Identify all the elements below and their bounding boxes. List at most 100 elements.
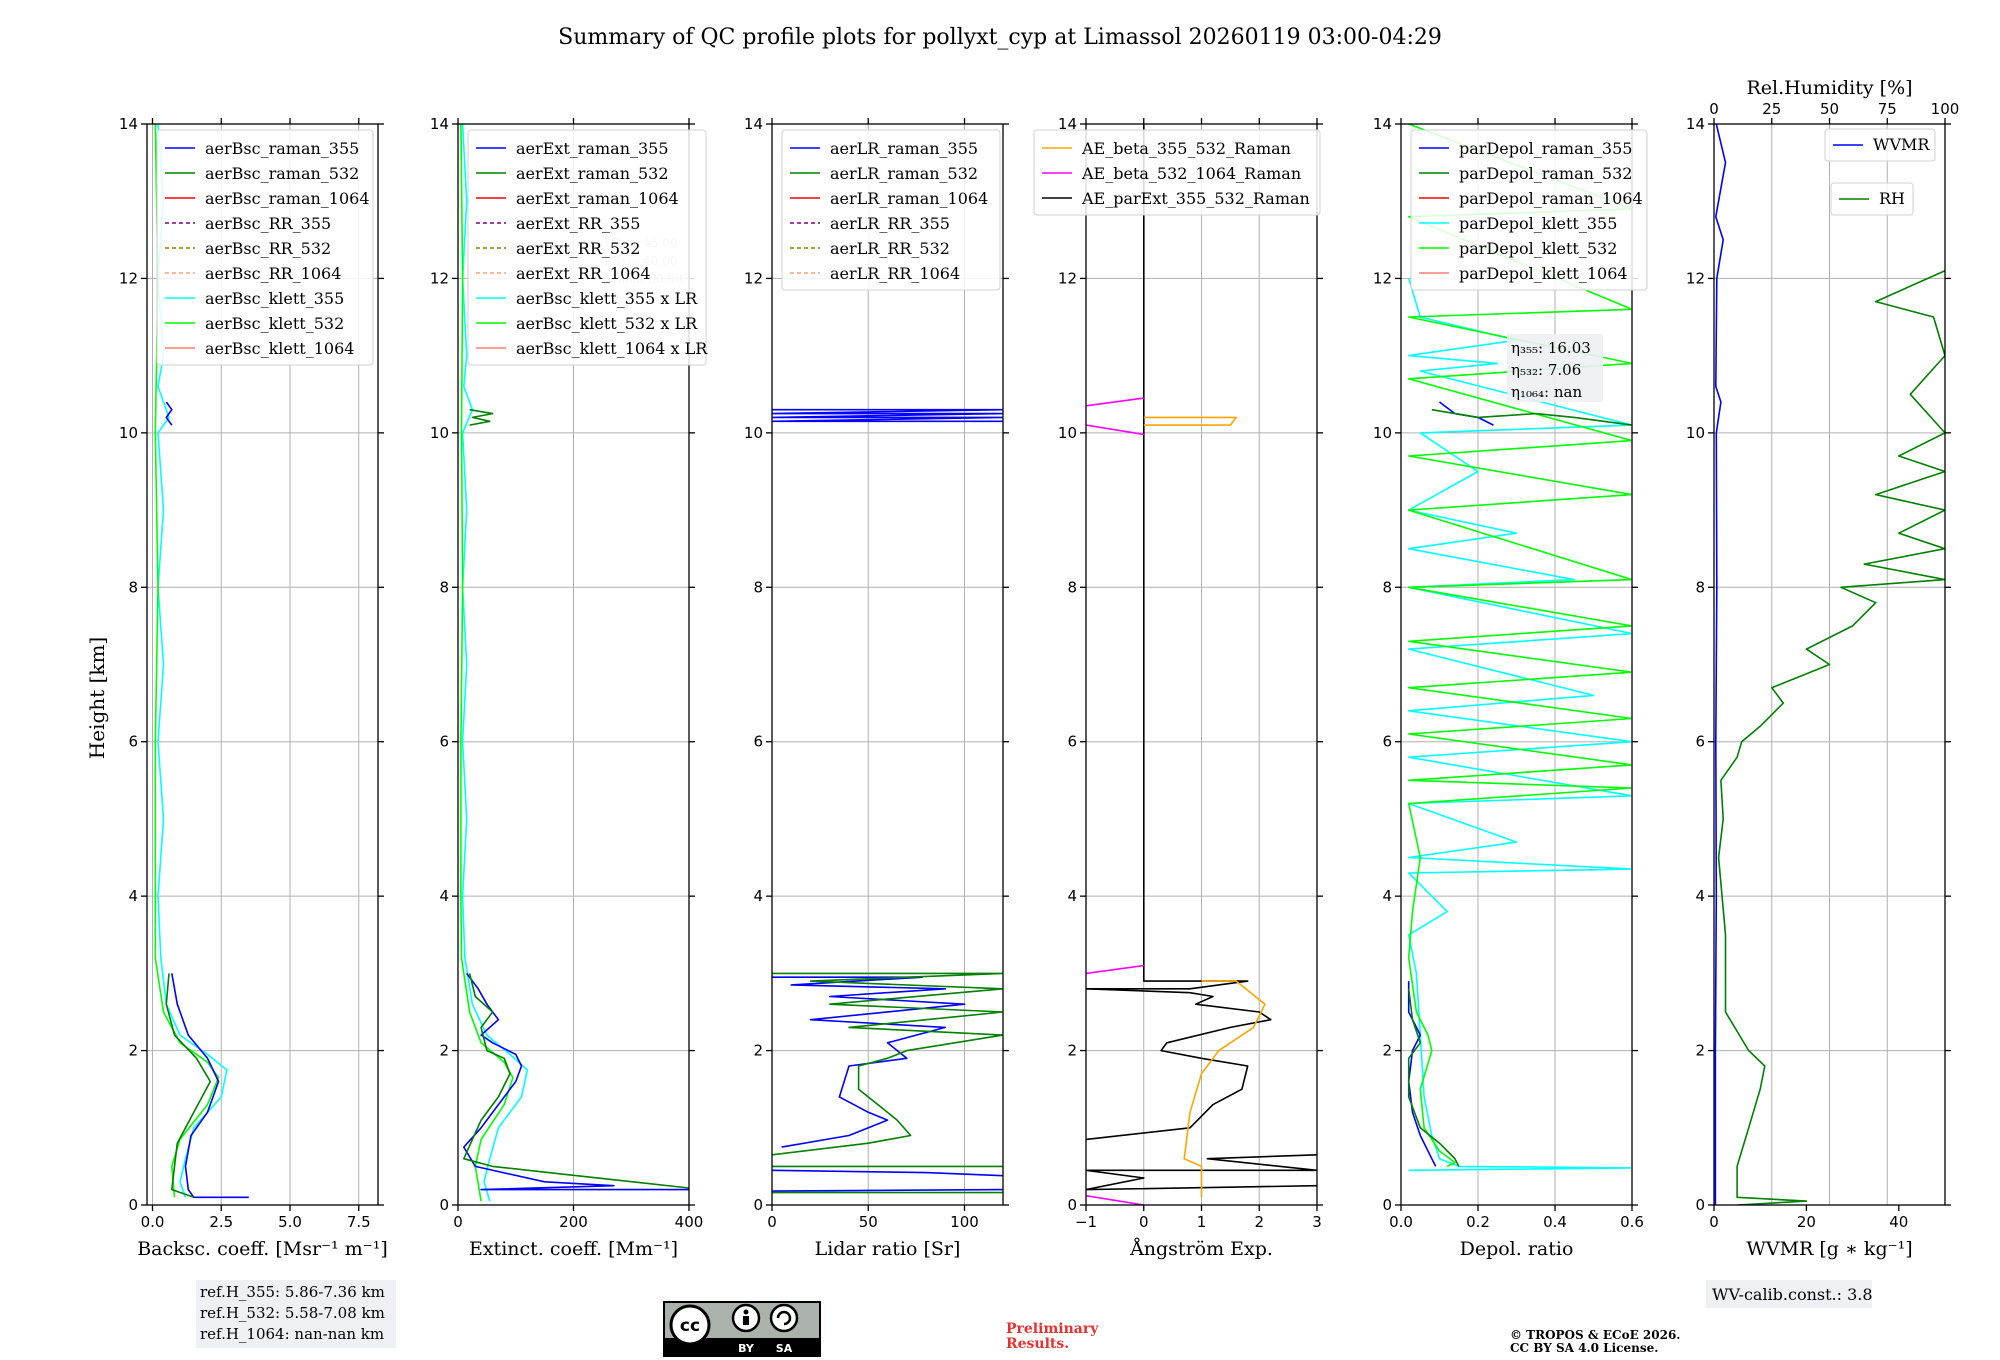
series-line-pardepol-raman-532 [1431,408,1632,426]
x-tick-label: 0.0 [141,1213,165,1231]
y-tick-label: 0 [1067,1196,1077,1214]
legend-label: parDepol_klett_355 [1459,214,1617,233]
series-line-aerlr-raman-532 [772,972,1003,1156]
x-tick-label: 0 [1139,1213,1149,1231]
legend-label: aerLR_raman_1064 [830,189,988,208]
series-line-aerbsc-klett-355-x-lr [461,124,529,1202]
legend-label: aerExt_RR_1064 [516,264,651,283]
figure-title: Summary of QC profile plots for pollyxt_… [558,25,1442,50]
legend-label: aerBsc_RR_1064 [205,264,341,283]
top-x-tick-label: 100 [1931,100,1960,118]
eta-box [1507,334,1603,402]
x-tick-label: 200 [559,1213,588,1231]
x-tick-label: 20 [1797,1213,1816,1231]
preliminary-line-1: Preliminary [1006,1321,1099,1337]
y-tick-label: 10 [1686,424,1705,442]
y-tick-label: 6 [753,733,763,751]
y-tick-label: 14 [1373,115,1392,133]
y-axis-label: Height [km] [85,637,109,759]
series-group [460,124,689,1202]
copyright-line-2: CC BY SA 4.0 License. [1510,1341,1658,1355]
legend-label: aerLR_raman_532 [830,164,978,183]
y-tick-label: 2 [1695,1042,1705,1060]
series-group [1714,124,1945,1205]
legend-label: WVMR [1873,135,1930,154]
by-label: BY [738,1342,755,1355]
x-tick-label: 0 [1709,1213,1719,1231]
y-tick-label: 0 [1382,1196,1392,1214]
y-tick-label: 12 [1058,269,1077,287]
top-x-tick-label: 0 [1709,100,1719,118]
series-line-pardepol-raman-532 [1407,988,1460,1167]
x-tick-label: 2.5 [209,1213,233,1231]
y-tick-label: 2 [439,1042,449,1060]
y-tick-label: 4 [753,887,763,905]
legend-label: aerBsc_klett_1064 [205,339,354,358]
legend-label: parDepol_raman_355 [1459,139,1632,158]
legend-label: aerLR_RR_355 [830,214,950,233]
x-axis-label: Extinct. coeff. [Mm⁻¹] [469,1238,678,1260]
y-tick-label: 2 [753,1042,763,1060]
series-line-pardepol-raman-355 [1439,401,1494,426]
y-tick-label: 8 [753,578,763,596]
legend-label: aerBsc_raman_355 [205,139,359,158]
y-tick-label: 10 [744,424,763,442]
y-tick-label: 2 [1382,1042,1392,1060]
top-x-tick-label: 50 [1820,100,1839,118]
axes-frame [146,123,379,1206]
legend-label: aerLR_raman_355 [830,139,978,158]
series-line-aerbsc-raman-355 [165,401,173,426]
series-line-aerbsc-raman-532 [165,973,212,1199]
panel-ext: 0 2 4 6 8 10 12 14 0 200 400 Extinct. coeff. [Mm⁻¹]… [430,115,708,1260]
y-tick-label: 6 [1067,733,1077,751]
y-tick-label: 6 [1695,733,1705,751]
cc-text: cc [680,1316,700,1336]
y-tick-label: 8 [1067,578,1077,596]
x-axis-label: Backsc. coeff. [Msr⁻¹ m⁻¹] [137,1238,388,1260]
x-tick-label: 3 [1312,1213,1322,1231]
x-tick-label: 400 [675,1213,704,1231]
series-group [772,408,1003,1194]
y-tick-label: 14 [119,115,138,133]
x-axis-label: Depol. ratio [1460,1238,1574,1260]
y-tick-label: 12 [430,269,449,287]
legend-label: aerBsc_klett_355 x LR [516,289,698,308]
y-tick-label: 0 [439,1196,449,1214]
ref-h-355: ref.H_355: 5.86-7.36 km [200,1283,385,1301]
wv-calib-box: WV-calib.const.: 3.8 [1706,1280,1873,1308]
ref-h-532: ref.H_532: 5.58-7.08 km [200,1304,385,1322]
wv-calib-label: WV-calib.const.: 3.8 [1712,1285,1873,1304]
legend-label: aerBsc_klett_1064 x LR [516,339,708,358]
series-line-aerext-raman-355 [462,972,689,1191]
series-group [154,124,249,1199]
x-tick-label: 0.2 [1466,1213,1490,1231]
x-axis-label: Ångström Exp. [1129,1238,1273,1260]
series-line-aerext-raman-532 [462,973,689,1189]
axes-frame [1400,123,1633,1206]
y-tick-label: 4 [1695,887,1705,905]
sa-icon [769,1303,799,1333]
legend-label: AE_beta_532_1064_Raman [1081,164,1301,183]
x-tick-label: 0.4 [1543,1213,1567,1231]
y-tick-label: 6 [1382,733,1392,751]
series-line-ae-beta-532-1064-raman [1086,1194,1144,1205]
y-tick-label: 2 [128,1042,138,1060]
series-line-aerbsc-klett-355 [157,124,228,1198]
series-line-ae-parext-355-532-raman [1086,1154,1317,1191]
x-tick-label: 0 [453,1213,463,1231]
y-tick-label: 8 [439,578,449,596]
series-line-ae-parext-355-532-raman [1086,124,1249,990]
y-tick-label: 14 [430,115,449,133]
series-line-ae-beta-355-532-raman [1183,980,1266,1198]
x-tick-label: 2 [1254,1213,1264,1231]
legend-label: aerBsc_RR_355 [205,214,331,233]
legend-box [1824,128,1936,162]
series-line-aerbsc-klett-532 [154,124,220,1198]
y-tick-label: 10 [1058,424,1077,442]
series-line-ae-beta-532-1064-raman [1086,397,1144,407]
y-tick-label: 12 [1373,269,1392,287]
x-tick-label: 0.0 [1389,1213,1413,1231]
series-line-ae-beta-355-532-raman [1143,416,1237,426]
top-x-tick-label: 25 [1762,100,1781,118]
